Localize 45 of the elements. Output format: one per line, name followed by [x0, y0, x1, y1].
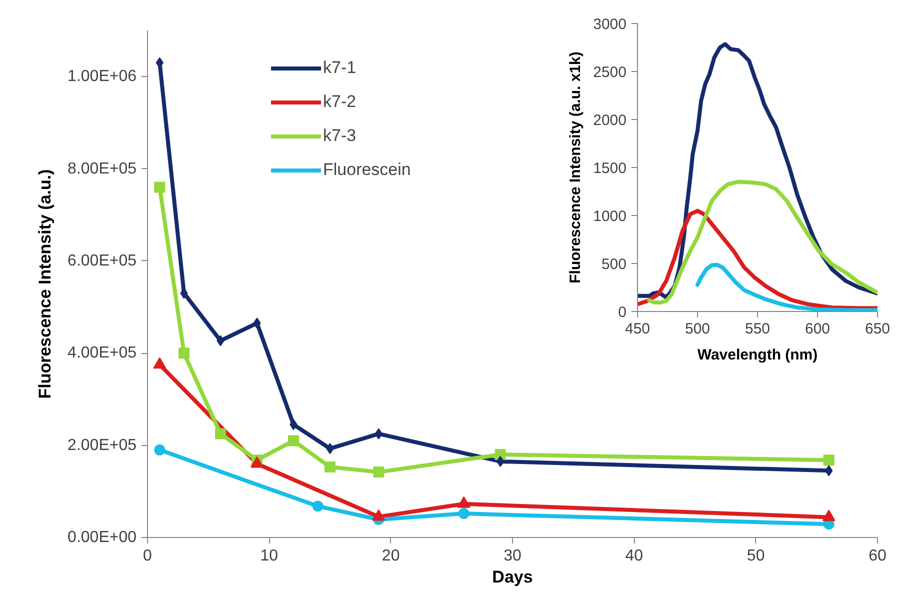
point [154, 444, 166, 456]
point [288, 435, 299, 446]
x-tick-label: 30 [504, 548, 522, 564]
point [154, 182, 166, 193]
x-tick-label: 20 [382, 548, 400, 564]
y-tick-label: 2500 [593, 64, 627, 81]
point [215, 428, 226, 440]
x-tick-label: 600 [804, 320, 830, 338]
x-tick-label: 500 [684, 320, 710, 338]
x-tick-label: 40 [625, 548, 644, 564]
y-tick-label: 1500 [593, 160, 627, 177]
y-tick-label: 6.00E+05 [68, 252, 137, 270]
x-tick-label: 550 [744, 320, 770, 338]
x-tick-label: 50 [746, 548, 765, 564]
y-tick-label: 1000 [593, 208, 627, 225]
x-tick-label: 0 [143, 548, 152, 564]
x-tick-label: 450 [624, 320, 650, 338]
legend-label: Fluorescein [323, 160, 411, 180]
point [373, 466, 384, 478]
point [823, 454, 834, 466]
y-tick-label: 0.00E+00 [68, 529, 137, 546]
y-tick-label: 0 [618, 304, 626, 321]
x-tick-label: 650 [864, 320, 890, 338]
line-series [696, 262, 878, 312]
y-tick-label: 3000 [593, 16, 627, 33]
y-tick-label: 4.00E+05 [68, 344, 137, 362]
legend-label: k7-3 [323, 126, 356, 146]
point [178, 348, 190, 359]
legend-label: k7-1 [323, 58, 356, 78]
y-axis-title: Fluorescence Intensity (a.u. x1k) [567, 52, 584, 284]
x-axis-title: Wavelength (nm) [697, 346, 818, 364]
x-tick-label: 60 [868, 548, 886, 564]
line-series [647, 180, 878, 304]
y-tick-label: 500 [601, 256, 627, 273]
y-tick-label: 8.00E+05 [68, 160, 137, 178]
point [312, 500, 324, 512]
point [324, 461, 336, 472]
point [458, 508, 470, 520]
x-axis-title: Days [492, 568, 533, 586]
y-tick-label: 2000 [593, 112, 627, 129]
y-tick-label: 1.00E+06 [68, 68, 137, 86]
y-axis-title: Fluorescence Intensity (a.u.) [36, 169, 55, 399]
x-tick-label: 10 [260, 548, 278, 564]
legend-label: k7-2 [323, 92, 356, 112]
y-tick-label: 2.00E+05 [68, 436, 137, 454]
